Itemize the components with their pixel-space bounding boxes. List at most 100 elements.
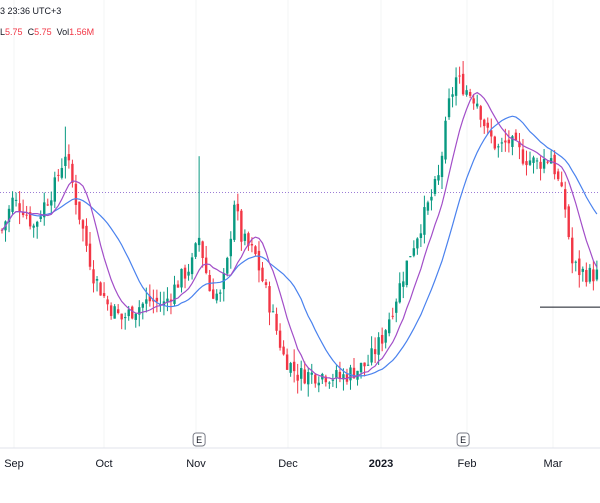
candle-body (18, 203, 21, 212)
candle (592, 261, 595, 291)
candle (11, 191, 14, 215)
candle-body (187, 271, 190, 276)
candle-body (155, 297, 159, 302)
candle-body (180, 268, 183, 288)
candle (314, 373, 317, 388)
candle (388, 312, 391, 337)
candle (335, 365, 338, 389)
candle (564, 181, 567, 218)
candle-body (546, 161, 549, 163)
candle-body (359, 362, 363, 373)
candle-body (465, 90, 468, 95)
candle (46, 198, 49, 207)
candle-body (461, 73, 465, 95)
candle-body (183, 267, 187, 279)
header-time: 3 23:36 UTC+3 (0, 6, 61, 16)
candle-body (366, 364, 370, 366)
candle (36, 220, 39, 239)
candle-body (50, 200, 53, 206)
candle (208, 269, 211, 292)
candle (391, 307, 394, 320)
candle (21, 199, 25, 218)
candle (451, 87, 454, 108)
candle (243, 229, 247, 246)
candle-body (92, 269, 95, 284)
candle-body (88, 243, 92, 267)
candle (483, 118, 486, 134)
candle (472, 94, 475, 110)
candle-body (81, 220, 85, 229)
candle (300, 360, 303, 391)
candle-body (285, 354, 289, 370)
candle-body (102, 293, 106, 297)
candle-body (190, 257, 194, 275)
candle-body (423, 207, 426, 235)
candle (581, 266, 584, 282)
gridlines (13, 0, 554, 448)
candle (28, 206, 32, 230)
candle (152, 289, 155, 314)
candle (254, 245, 257, 256)
candle-body (36, 221, 39, 227)
candle (303, 361, 306, 385)
candle-body (166, 298, 169, 302)
candle (363, 362, 366, 377)
event-badge[interactable] (192, 432, 206, 447)
candle (187, 263, 190, 281)
candle (50, 191, 53, 214)
candle-body (138, 307, 141, 315)
candle-body (578, 258, 581, 276)
candle (169, 293, 173, 315)
candle (486, 117, 489, 135)
candle (57, 169, 60, 182)
candle (567, 204, 570, 240)
candle (88, 232, 92, 271)
close-value: 5.75 (34, 27, 52, 37)
candle (447, 88, 451, 120)
candle (321, 372, 324, 384)
candle-body (194, 243, 197, 257)
candle-body (331, 379, 335, 381)
candle (201, 240, 204, 268)
header-time-text: 3 23:36 UTC+3 (0, 6, 62, 16)
candle-body (430, 196, 433, 201)
candle (247, 231, 250, 251)
candle-body (532, 157, 535, 163)
candle (81, 218, 85, 242)
candle (490, 118, 493, 144)
candle-body (215, 293, 218, 301)
earnings-event-marker[interactable]: E (456, 432, 470, 447)
candle-body (398, 283, 401, 303)
candle-body (124, 317, 127, 319)
candle-body (556, 171, 560, 180)
candle-body (444, 120, 447, 160)
candle (236, 193, 240, 221)
earnings-event-marker[interactable]: E (192, 432, 206, 447)
candle (53, 171, 56, 209)
candle (377, 332, 380, 365)
candle-body (233, 204, 236, 240)
candle (426, 200, 430, 215)
candle (574, 260, 577, 272)
candle (430, 189, 433, 211)
candle-body (201, 241, 204, 259)
candle (176, 280, 180, 288)
candle-body (458, 75, 461, 77)
candle-body (567, 206, 570, 238)
candle (423, 195, 426, 244)
candle (380, 327, 384, 352)
candle (458, 66, 461, 84)
candle (521, 138, 525, 166)
candle-body (437, 175, 440, 181)
event-badge[interactable] (456, 432, 470, 447)
candle (268, 281, 271, 326)
candle-body (542, 158, 546, 169)
candle (212, 278, 215, 300)
candle (366, 354, 370, 366)
candle-body (21, 211, 25, 216)
candle-body (440, 155, 444, 178)
candle (542, 149, 546, 174)
candle-body (141, 303, 144, 308)
